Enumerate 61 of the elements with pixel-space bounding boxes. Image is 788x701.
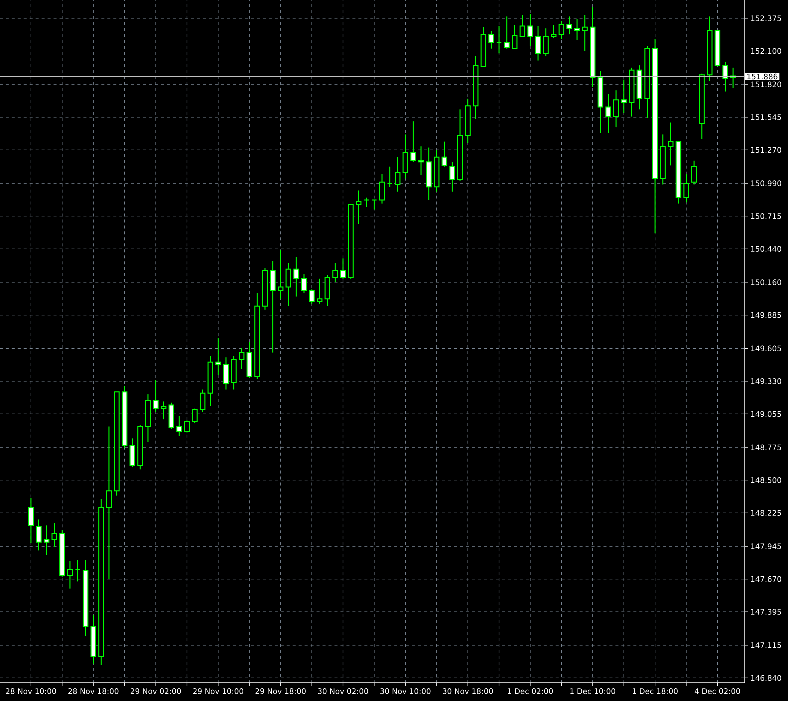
candlestick: [722, 61, 728, 92]
candlestick: [613, 90, 620, 128]
candlestick: [566, 16, 572, 36]
candlestick: [450, 162, 456, 192]
candlestick: [168, 402, 174, 430]
candlestick: [558, 20, 565, 40]
candlestick: [606, 94, 612, 134]
candlestick: [574, 18, 580, 42]
candlestick: [130, 438, 136, 468]
candlestick: [28, 498, 34, 544]
candlestick: [395, 156, 401, 192]
candlestick: [301, 274, 308, 294]
candlestick: [176, 415, 182, 437]
candlestick: [106, 426, 112, 580]
candlestick: [668, 122, 674, 166]
candlestick: [356, 190, 362, 225]
candlestick: [317, 278, 323, 304]
candlestick: [418, 146, 424, 176]
candlestick: [44, 525, 50, 556]
candlestick: [332, 262, 338, 283]
candlestick: [621, 79, 627, 114]
candlestick: [294, 256, 300, 298]
candlestick: [270, 260, 276, 354]
candlestick: [160, 401, 167, 420]
candlestick: [324, 274, 330, 307]
candlestick: [504, 16, 510, 50]
candlestick: [364, 197, 370, 208]
candlestick: [200, 389, 206, 413]
candlestick: [551, 24, 557, 39]
candlestick: [52, 522, 58, 548]
candlestick: [216, 338, 222, 376]
candlestick: [582, 14, 588, 52]
candlestick: [340, 258, 346, 280]
candlestick: [684, 174, 690, 204]
candlestick: [36, 519, 42, 552]
candlestick: [387, 166, 393, 188]
candlestick: [488, 30, 494, 50]
candlestick: [309, 289, 315, 304]
candlestick: [520, 14, 526, 38]
candlestick: [442, 141, 448, 168]
candlestick: [192, 408, 198, 424]
candlestick: [691, 160, 698, 186]
candlestick: [238, 348, 245, 370]
candlestick: [223, 357, 230, 390]
candlestick: [231, 356, 237, 390]
candlestick: [153, 380, 159, 413]
candlestick: [528, 14, 534, 47]
candlestick: [410, 121, 416, 163]
candlestick: [278, 250, 284, 300]
candlestick: [496, 26, 502, 54]
candlestick: [286, 262, 292, 307]
candlestick: [67, 560, 74, 590]
candlestick: [379, 174, 386, 204]
candlestick: [372, 200, 378, 210]
candlestick: [246, 342, 252, 378]
candlestick: [402, 134, 409, 180]
candlestick: [184, 420, 190, 434]
candlestick: [543, 28, 549, 57]
candlestick: [75, 560, 81, 582]
candlestick: [535, 26, 542, 62]
candlestick: [512, 24, 518, 50]
